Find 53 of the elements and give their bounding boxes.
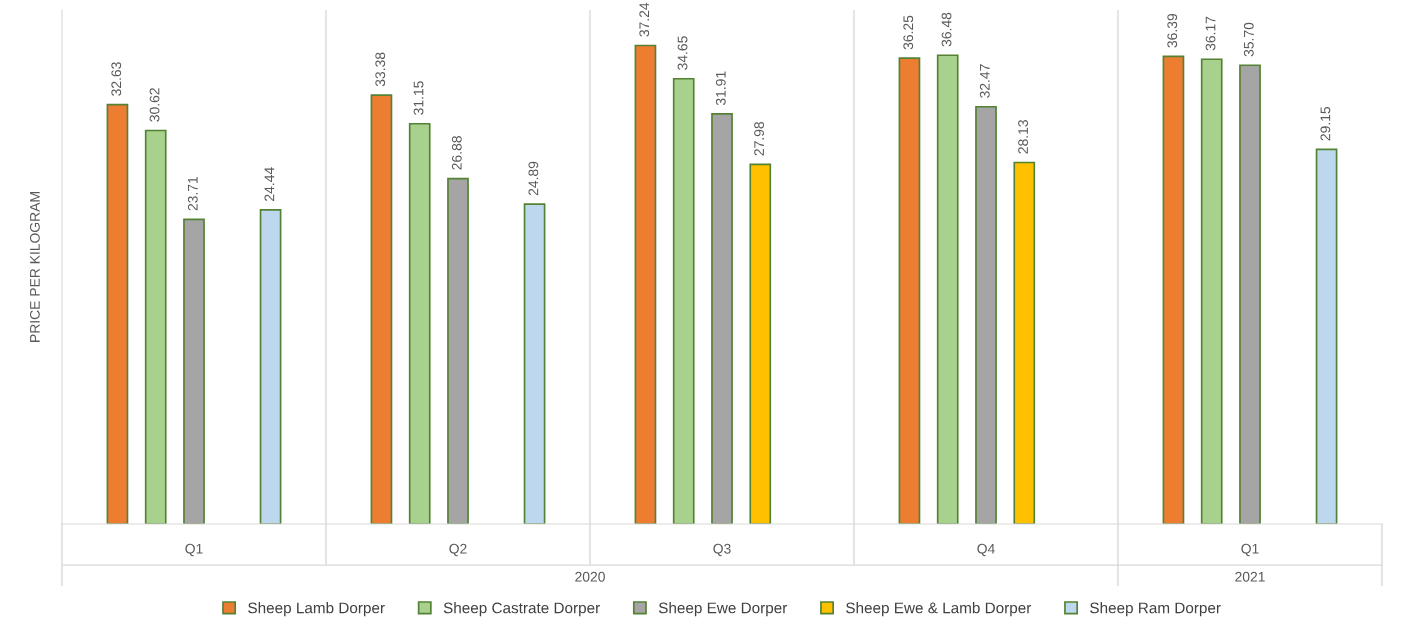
bar xyxy=(370,94,393,524)
data-label: 36.25 xyxy=(903,15,914,50)
legend-label: Sheep Lamb Dorper xyxy=(248,602,385,617)
x-tick-label: Q1 xyxy=(1241,543,1259,557)
bar xyxy=(936,54,959,524)
data-label: 36.39 xyxy=(1167,13,1178,48)
legend-label: Sheep Ewe & Lamb Dorper xyxy=(846,602,1032,617)
data-label: 31.91 xyxy=(715,71,726,106)
data-label: 24.44 xyxy=(264,167,275,201)
data-label: 29.15 xyxy=(1320,106,1331,141)
data-label: 27.98 xyxy=(754,121,765,156)
bar xyxy=(106,103,129,524)
text: 2021 xyxy=(1235,571,1265,582)
data-label: 36.48 xyxy=(941,12,952,47)
data-label: 32.63 xyxy=(111,62,122,96)
data-label: 26.88 xyxy=(451,136,462,170)
bar xyxy=(634,44,657,524)
data-label: 24.89 xyxy=(528,161,539,196)
data-label: 36.17 xyxy=(1205,16,1216,51)
x-tick-label: Q3 xyxy=(713,543,731,557)
data-label: 37.24 xyxy=(639,2,650,37)
bar xyxy=(259,209,282,524)
bar xyxy=(672,77,695,524)
data-label: 32.47 xyxy=(979,64,990,98)
bar xyxy=(1162,55,1185,524)
legend-label: Sheep Castrate Dorper xyxy=(443,602,600,617)
bar xyxy=(523,203,546,524)
data-label: 35.70 xyxy=(1243,22,1254,57)
bar xyxy=(1200,58,1223,524)
data-label: 23.71 xyxy=(187,176,198,211)
legend-label: Sheep Ewe Dorper xyxy=(658,602,788,617)
bar xyxy=(711,113,733,524)
data-label: 30.62 xyxy=(149,88,160,122)
legend-label: Sheep Ram Dorper xyxy=(1090,602,1221,617)
bar xyxy=(447,177,469,524)
x-tick-label: Q2 xyxy=(449,543,467,557)
bar xyxy=(898,57,921,524)
data-label: 34.65 xyxy=(677,36,688,70)
text: 2020 xyxy=(575,571,605,582)
data-label: 28.13 xyxy=(1018,120,1029,154)
bar xyxy=(144,129,167,524)
y-axis-title: PRICE PER KILOGRAM xyxy=(29,192,40,342)
bar xyxy=(975,105,997,524)
x-tick-label: Q1 xyxy=(185,543,203,557)
data-label: 33.38 xyxy=(375,52,386,87)
x-tick-label: Q4 xyxy=(977,543,995,557)
bar xyxy=(183,218,205,524)
bar xyxy=(1239,64,1261,524)
bar xyxy=(408,122,431,524)
data-label: 31.15 xyxy=(413,81,424,115)
bar xyxy=(1315,148,1338,524)
bar xyxy=(749,163,772,524)
bar xyxy=(1013,161,1036,524)
